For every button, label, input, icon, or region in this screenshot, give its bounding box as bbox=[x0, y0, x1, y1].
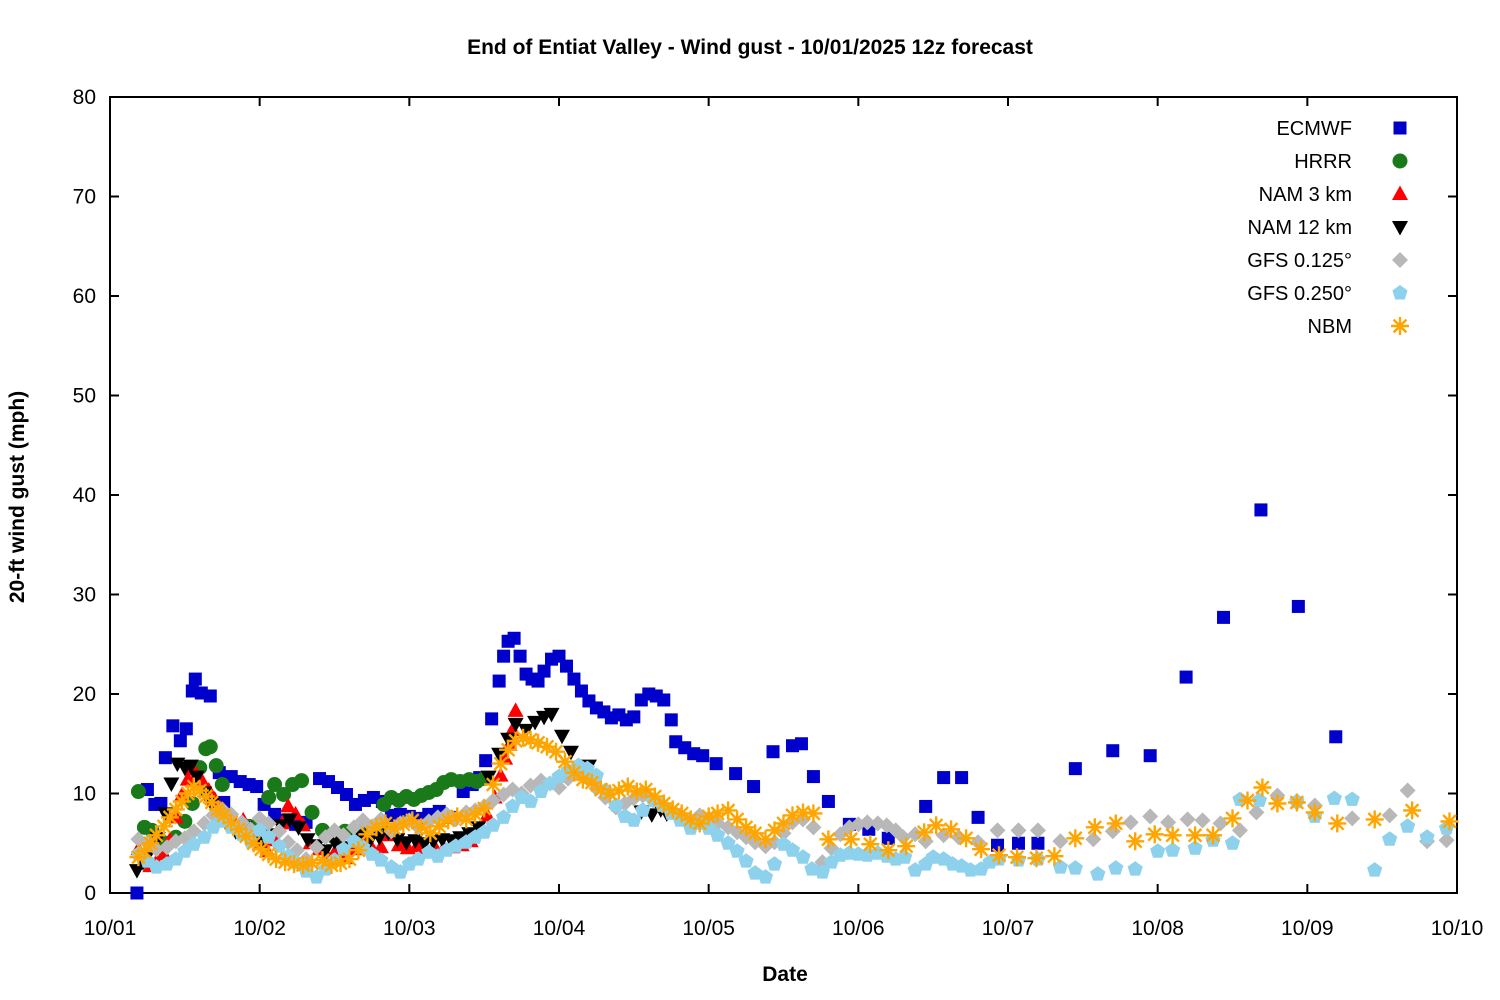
legend-label-gfs-0-125-: GFS 0.125° bbox=[1247, 250, 1352, 272]
y-tick-label: 50 bbox=[73, 385, 96, 408]
legend-label-nbm: NBM bbox=[1308, 316, 1352, 338]
y-tick-label: 70 bbox=[73, 186, 96, 209]
x-tick-label: 10/08 bbox=[1131, 917, 1184, 940]
x-tick-label: 10/01 bbox=[84, 917, 137, 940]
legend-label-nam-12-km: NAM 12 km bbox=[1248, 217, 1352, 239]
legend-label-gfs-0-250-: GFS 0.250° bbox=[1247, 283, 1352, 305]
legend-label-nam-3-km: NAM 3 km bbox=[1259, 184, 1352, 206]
x-tick-label: 10/06 bbox=[832, 917, 885, 940]
y-tick-label: 80 bbox=[73, 86, 96, 109]
y-tick-label: 40 bbox=[73, 484, 96, 507]
y-axis-ticks: 0 10 20 30 40 50 60 70 80 bbox=[73, 86, 1457, 905]
y-axis-title: 20-ft wind gust (mph) bbox=[6, 390, 29, 604]
x-tick-label: 10/09 bbox=[1281, 917, 1334, 940]
y-tick-label: 20 bbox=[73, 683, 96, 706]
x-axis-ticks: 10/01 10/02 10/03 10/04 10/05 10/06 10/07 10/08… bbox=[84, 97, 1484, 940]
legend-marker-triangle-up-icon bbox=[1392, 185, 1408, 200]
legend-marker-square-icon bbox=[1393, 121, 1407, 135]
legend: ECMWF HRRR NAM 3 km NAM 12 km GFS 0.125° GFS … bbox=[1247, 118, 1409, 338]
y-tick-label: 0 bbox=[84, 882, 96, 905]
legend-marker-circle-icon bbox=[1392, 153, 1408, 169]
x-tick-label: 10/03 bbox=[383, 917, 436, 940]
x-tick-label: 10/10 bbox=[1431, 917, 1484, 940]
x-tick-label: 10/05 bbox=[682, 917, 735, 940]
x-axis-title: Date bbox=[762, 963, 808, 986]
chart-title: End of Entiat Valley - Wind gust - 10/01… bbox=[467, 36, 1033, 59]
x-tick-label: 10/02 bbox=[233, 917, 286, 940]
series-nbm bbox=[129, 728, 1459, 875]
y-tick-label: 60 bbox=[73, 285, 96, 308]
legend-label-hrrr: HRRR bbox=[1294, 151, 1352, 173]
x-tick-label: 10/07 bbox=[982, 917, 1035, 940]
x-tick-label: 10/04 bbox=[533, 917, 586, 940]
y-tick-label: 30 bbox=[73, 584, 96, 607]
y-tick-label: 10 bbox=[73, 783, 96, 806]
legend-marker-diamond-icon bbox=[1392, 252, 1408, 268]
legend-marker-triangle-down-icon bbox=[1392, 221, 1408, 236]
legend-marker-pentagon-icon bbox=[1392, 285, 1408, 300]
legend-marker-asterisk-icon bbox=[1391, 317, 1409, 335]
legend-label-ecmwf: ECMWF bbox=[1276, 118, 1352, 140]
